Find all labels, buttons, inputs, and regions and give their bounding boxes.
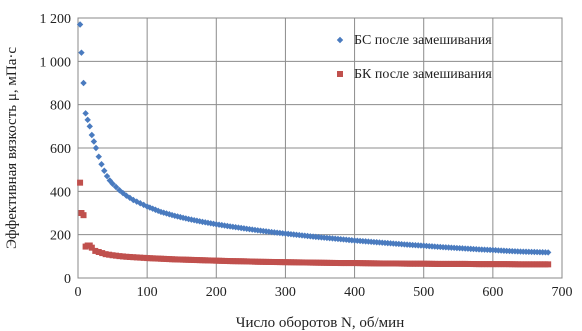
data-point bbox=[116, 253, 123, 260]
data-point bbox=[88, 131, 96, 139]
data-point bbox=[98, 161, 105, 168]
data-point bbox=[123, 253, 130, 260]
x-axis-title: Число оборотов N, об/мин bbox=[236, 315, 404, 331]
data-point bbox=[92, 144, 100, 152]
y-tick-label: 800 bbox=[50, 99, 71, 114]
data-point bbox=[179, 214, 187, 221]
data-point bbox=[190, 216, 198, 224]
data-point bbox=[544, 249, 552, 256]
data-point bbox=[199, 218, 206, 226]
data-point bbox=[133, 254, 140, 261]
data-point bbox=[109, 180, 116, 187]
data-point bbox=[126, 253, 133, 260]
data-point bbox=[116, 187, 123, 194]
plot-area-frame bbox=[77, 17, 563, 279]
data-point bbox=[101, 167, 108, 174]
data-point bbox=[106, 177, 114, 184]
legend-label: БС после замешивания bbox=[354, 33, 492, 48]
data-point bbox=[77, 179, 84, 186]
x-tick-label: 500 bbox=[413, 285, 434, 300]
x-tick-label: 100 bbox=[137, 285, 158, 300]
data-point bbox=[140, 254, 147, 261]
data-point bbox=[80, 79, 87, 87]
y-tick-label: 1 200 bbox=[40, 12, 72, 27]
data-point bbox=[92, 247, 99, 254]
data-point bbox=[95, 249, 102, 255]
data-point bbox=[109, 252, 116, 259]
y-axis-tick-labels: 0 200 400 600 800 1 000 1 200 bbox=[40, 12, 72, 287]
legend-marker bbox=[337, 71, 343, 77]
data-point bbox=[152, 206, 159, 213]
data-point bbox=[137, 254, 144, 261]
series-1 bbox=[76, 21, 552, 256]
data-point bbox=[133, 198, 140, 205]
x-axis-tick-labels: 0 100 200 300 400 500 600 700 bbox=[75, 285, 573, 300]
data-point bbox=[80, 212, 87, 219]
series-layer bbox=[76, 21, 552, 268]
legend-label: БК после замешивания bbox=[354, 67, 492, 82]
y-axis-title: Эффективная вязкость μ, мПа·с bbox=[4, 47, 20, 249]
data-point bbox=[545, 261, 552, 268]
series-2 bbox=[77, 179, 552, 268]
data-point bbox=[76, 21, 84, 28]
data-point bbox=[119, 253, 126, 260]
data-point bbox=[88, 244, 95, 251]
legend-marker bbox=[336, 36, 344, 44]
data-point bbox=[95, 153, 102, 160]
legend: БС после замешивания БК после замешивания bbox=[336, 33, 492, 82]
data-point bbox=[103, 172, 111, 180]
data-point bbox=[130, 254, 137, 261]
y-tick-label: 400 bbox=[50, 185, 71, 200]
x-tick-label: 300 bbox=[275, 285, 296, 300]
data-point bbox=[99, 250, 106, 257]
gridlines bbox=[77, 17, 563, 279]
x-tick-label: 0 bbox=[75, 285, 82, 300]
x-tick-label: 700 bbox=[552, 285, 573, 300]
x-tick-label: 600 bbox=[482, 285, 503, 300]
y-tick-label: 1 000 bbox=[40, 55, 72, 70]
x-tick-label: 400 bbox=[344, 285, 365, 300]
y-tick-label: 600 bbox=[50, 142, 71, 157]
data-point bbox=[90, 138, 98, 145]
data-point bbox=[78, 49, 85, 56]
y-tick-label: 200 bbox=[50, 229, 71, 244]
data-point bbox=[113, 252, 120, 259]
data-point bbox=[102, 251, 109, 258]
data-point bbox=[84, 116, 91, 124]
data-point bbox=[112, 183, 120, 191]
data-point bbox=[143, 203, 151, 210]
x-tick-label: 200 bbox=[206, 285, 227, 300]
y-tick-label: 0 bbox=[64, 272, 71, 287]
data-point bbox=[146, 204, 154, 211]
data-point bbox=[82, 110, 89, 117]
data-point bbox=[86, 123, 93, 130]
data-point bbox=[106, 251, 113, 258]
